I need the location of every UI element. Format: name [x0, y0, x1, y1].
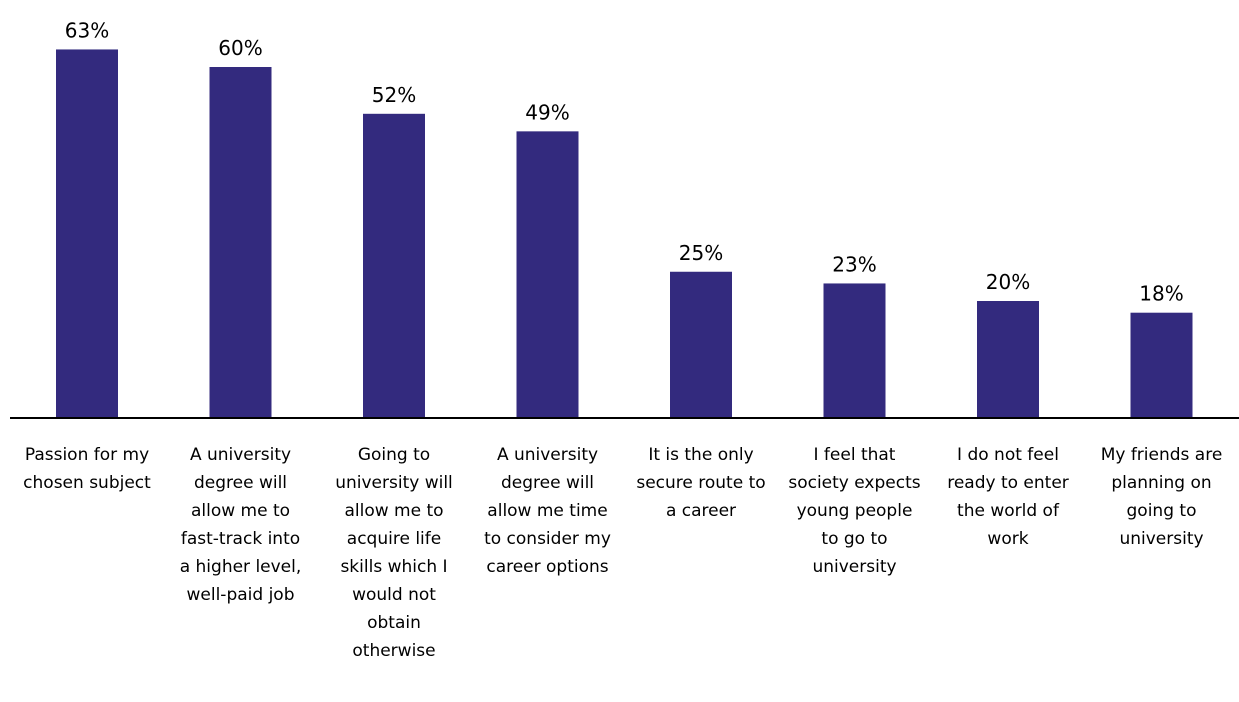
- category-label-5-line-3: to go to: [821, 529, 887, 549]
- value-label-2: 52%: [372, 83, 416, 107]
- category-label-6-line-2: the world of: [957, 501, 1060, 521]
- category-label-4-line-0: It is the only: [648, 445, 753, 465]
- category-label-3-line-4: career options: [486, 557, 608, 577]
- category-label-7: My friends are planning on going to univers…: [1101, 445, 1223, 549]
- value-labels-group: 63% 60% 52% 49% 25% 23% 20% 18%: [65, 18, 1184, 305]
- category-label-1: A university degree will allow me to fast-t…: [180, 445, 302, 605]
- category-label-1-line-3: fast-track into: [181, 529, 300, 549]
- category-label-0-line-1: chosen subject: [23, 473, 151, 493]
- bar-0: [56, 49, 118, 418]
- category-label-5-line-2: young people: [797, 501, 913, 521]
- category-label-7-line-3: university: [1119, 529, 1203, 549]
- category-label-2-line-1: university will: [335, 473, 453, 493]
- bar-5: [823, 283, 886, 418]
- bars-group: [56, 49, 1193, 419]
- category-label-2-line-6: obtain: [367, 613, 421, 633]
- category-label-7-line-1: planning on: [1111, 473, 1211, 493]
- category-label-5-line-1: society expects: [788, 473, 920, 493]
- category-labels-group: Passion for my chosen subject A university…: [23, 445, 1222, 661]
- category-label-5-line-0: I feel that: [814, 445, 896, 465]
- bar-3: [516, 131, 579, 418]
- category-label-2-line-3: acquire life: [347, 529, 441, 549]
- category-label-2-line-4: skills which I: [340, 557, 447, 577]
- category-label-6-line-1: ready to enter: [947, 473, 1069, 493]
- category-label-3-line-3: to consider my: [484, 529, 611, 549]
- category-label-3-line-2: allow me time: [487, 501, 607, 521]
- category-label-7-line-0: My friends are: [1101, 445, 1223, 465]
- category-label-5-line-4: university: [812, 557, 896, 577]
- category-label-1-line-0: A university: [190, 445, 291, 465]
- category-label-2-line-7: otherwise: [352, 641, 435, 661]
- category-label-0: Passion for my chosen subject: [23, 445, 151, 493]
- category-label-4: It is the only secure route to a career: [636, 445, 765, 521]
- value-label-1: 60%: [218, 36, 262, 60]
- category-label-3-line-0: A university: [497, 445, 598, 465]
- value-label-0: 63%: [65, 18, 109, 42]
- value-label-6: 20%: [986, 270, 1030, 294]
- category-label-6: I do not feel ready to enter the world of w…: [947, 445, 1069, 549]
- bar-7: [1130, 312, 1193, 418]
- category-label-2-line-5: would not: [352, 585, 436, 605]
- category-label-5: I feel that society expects young people to…: [788, 445, 920, 577]
- category-label-1-line-5: well-paid job: [187, 585, 295, 605]
- category-label-7-line-2: going to: [1127, 501, 1197, 521]
- bar-1: [209, 67, 272, 418]
- bar-6: [977, 301, 1039, 418]
- category-label-6-line-3: work: [987, 529, 1028, 549]
- category-label-2: Going to university will allow me to acquir…: [335, 445, 453, 661]
- category-label-3-line-1: degree will: [501, 473, 594, 493]
- category-label-3: A university degree will allow me time to c…: [484, 445, 611, 577]
- category-label-6-line-0: I do not feel: [957, 445, 1059, 465]
- category-label-2-line-2: allow me to: [344, 501, 443, 521]
- category-label-4-line-2: a career: [666, 501, 736, 521]
- value-label-3: 49%: [525, 100, 569, 124]
- category-label-2-line-0: Going to: [358, 445, 430, 465]
- category-label-4-line-1: secure route to: [636, 473, 765, 493]
- bar-2: [363, 113, 425, 419]
- category-label-0-line-0: Passion for my: [25, 445, 149, 465]
- category-label-1-line-1: degree will: [194, 473, 287, 493]
- category-label-1-line-4: a higher level,: [180, 557, 302, 577]
- value-label-7: 18%: [1139, 282, 1183, 306]
- value-label-4: 25%: [679, 241, 723, 265]
- bar-4: [670, 271, 732, 418]
- value-label-5: 23%: [832, 252, 876, 276]
- category-label-1-line-2: allow me to: [191, 501, 290, 521]
